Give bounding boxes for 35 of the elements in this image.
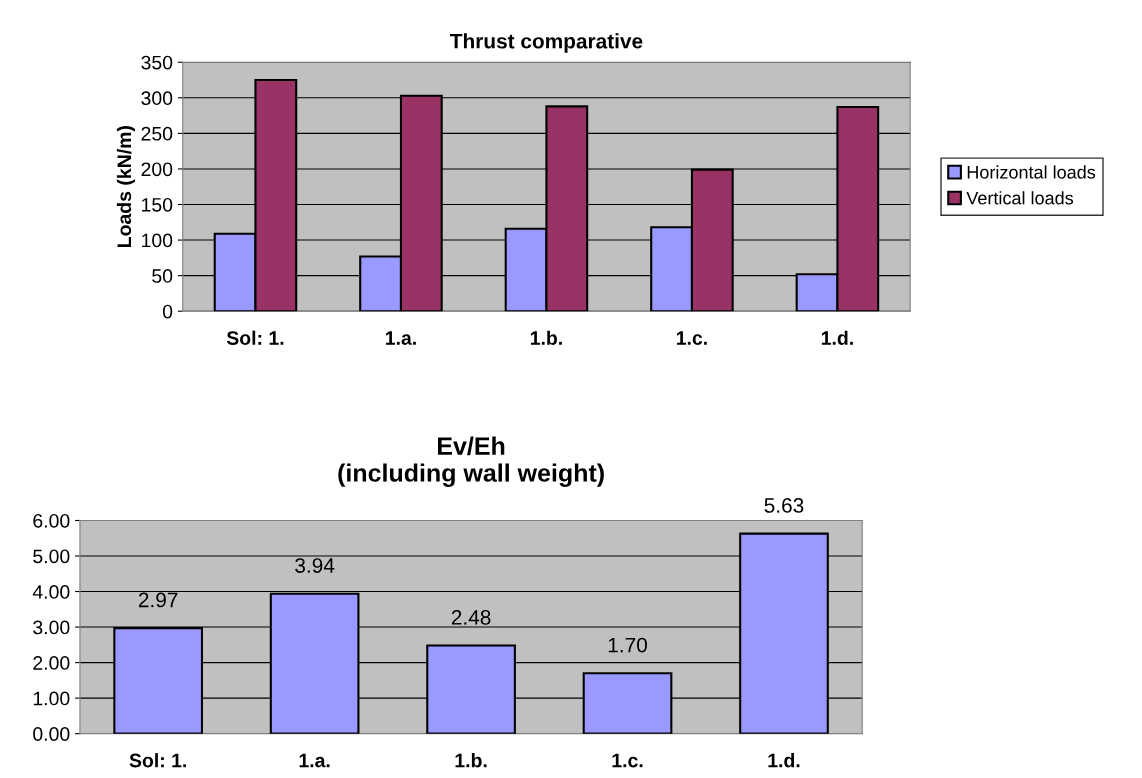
y-tick-label: 0.00: [33, 727, 70, 741]
y-tick-label: 4.00: [32, 585, 70, 599]
y-tick-label: 300: [141, 91, 173, 106]
y-tick-label: 250: [141, 126, 173, 141]
data-label: 3.94: [295, 558, 335, 573]
x-tick-label: 1.c.: [612, 753, 643, 768]
y-tick-label: 2.00: [33, 656, 70, 670]
x-tick-label: Sol: 1.: [226, 330, 284, 345]
x-tick-label: 1.b.: [530, 330, 562, 345]
data-label: 5.63: [764, 498, 804, 513]
x-tick-label: 1.b.: [455, 753, 487, 768]
data-label: 2.48: [451, 610, 491, 625]
y-tick-label: 0: [162, 304, 173, 319]
y-tick-label: 50: [152, 269, 173, 283]
legend-label: Vertical loads: [966, 191, 1074, 205]
y-tick-label: 150: [142, 197, 173, 212]
chart-title: Ev/Eh (including wall weight): [338, 436, 604, 487]
legend-label: Horizontal loads: [967, 165, 1096, 179]
x-tick-label: 1.d.: [768, 753, 800, 768]
y-tick-label: 3.00: [33, 620, 70, 635]
y-tick-label: 5.00: [33, 549, 70, 564]
y-tick-label: 100: [142, 233, 173, 248]
data-label: 2.97: [138, 592, 178, 608]
y-tick-label: 200: [141, 162, 173, 177]
data-label: 1.70: [608, 637, 647, 653]
y-axis-title: Loads (kN/m): [116, 126, 135, 247]
x-tick-label: Sol: 1.: [129, 753, 186, 768]
x-tick-label: 1.c.: [676, 331, 707, 345]
x-tick-label: 1.a.: [385, 331, 416, 345]
chart-title: Thrust comparative: [450, 33, 643, 53]
x-tick-label: 1.a.: [299, 753, 330, 768]
y-tick-label: 6.00: [33, 513, 70, 528]
x-tick-label: 1.d.: [821, 330, 853, 345]
y-tick-label: 350: [141, 55, 173, 70]
y-tick-label: 1.00: [33, 691, 70, 706]
